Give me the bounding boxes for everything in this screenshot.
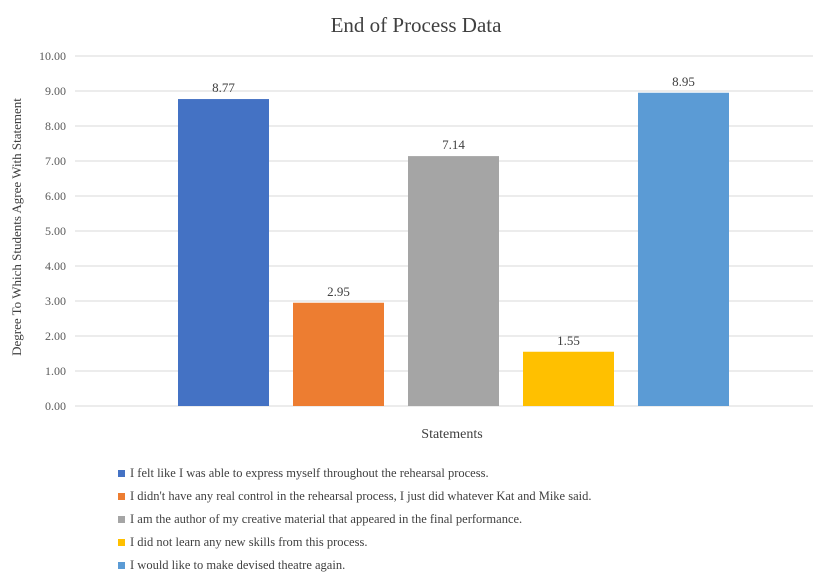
legend-label: I didn't have any real control in the re… [130, 489, 592, 503]
legend-item: I didn't have any real control in the re… [118, 485, 591, 508]
y-tick-label: 9.00 [45, 84, 66, 98]
legend-label: I did not learn any new skills from this… [130, 535, 368, 549]
chart-title: End of Process Data [331, 13, 503, 37]
data-labels: 8.77 2.95 7.14 1.55 8.95 [212, 74, 695, 348]
bars [178, 92, 729, 407]
legend-item: I did not learn any new skills from this… [118, 531, 591, 554]
legend-label: I felt like I was able to express myself… [130, 466, 489, 480]
bar [293, 302, 384, 406]
legend-item: I am the author of my creative material … [118, 508, 591, 531]
bar [523, 351, 614, 406]
y-tick-label: 7.00 [45, 154, 66, 168]
bar [408, 156, 499, 406]
y-tick-label: 10.00 [39, 49, 66, 63]
legend-item: I would like to make devised theatre aga… [118, 554, 591, 577]
legend-item: I felt like I was able to express myself… [118, 462, 591, 485]
legend-swatch [118, 539, 125, 546]
bar [638, 92, 729, 406]
legend-swatch [118, 470, 125, 477]
legend-swatch [118, 493, 125, 500]
legend: I felt like I was able to express myself… [118, 462, 591, 577]
y-tick-label: 0.00 [45, 399, 66, 413]
y-tick-label: 6.00 [45, 189, 66, 203]
y-tick-label: 1.00 [45, 364, 66, 378]
data-label: 8.95 [672, 74, 695, 89]
legend-label: I would like to make devised theatre aga… [130, 558, 346, 572]
data-label: 1.55 [557, 333, 580, 348]
data-label: 8.77 [212, 80, 235, 95]
chart-svg: End of Process Data Degree To Which Stud… [9, 13, 813, 442]
bar [178, 99, 269, 407]
y-tick-labels: 0.00 1.00 2.00 3.00 4.00 5.00 6.00 7.00 8.00 9.00… [39, 49, 66, 413]
x-axis-label: Statements [421, 427, 482, 442]
y-tick-label: 4.00 [45, 259, 66, 273]
y-tick-label: 2.00 [45, 329, 66, 343]
y-axis-label: Degree To Which Students Agree With Stat… [9, 98, 24, 356]
y-tick-label: 5.00 [45, 224, 66, 238]
legend-swatch [118, 562, 125, 569]
data-label: 2.95 [327, 284, 350, 299]
y-tick-label: 8.00 [45, 119, 66, 133]
y-tick-label: 3.00 [45, 294, 66, 308]
legend-label: I am the author of my creative material … [130, 512, 523, 526]
legend-swatch [118, 516, 125, 523]
data-label: 7.14 [442, 137, 465, 152]
